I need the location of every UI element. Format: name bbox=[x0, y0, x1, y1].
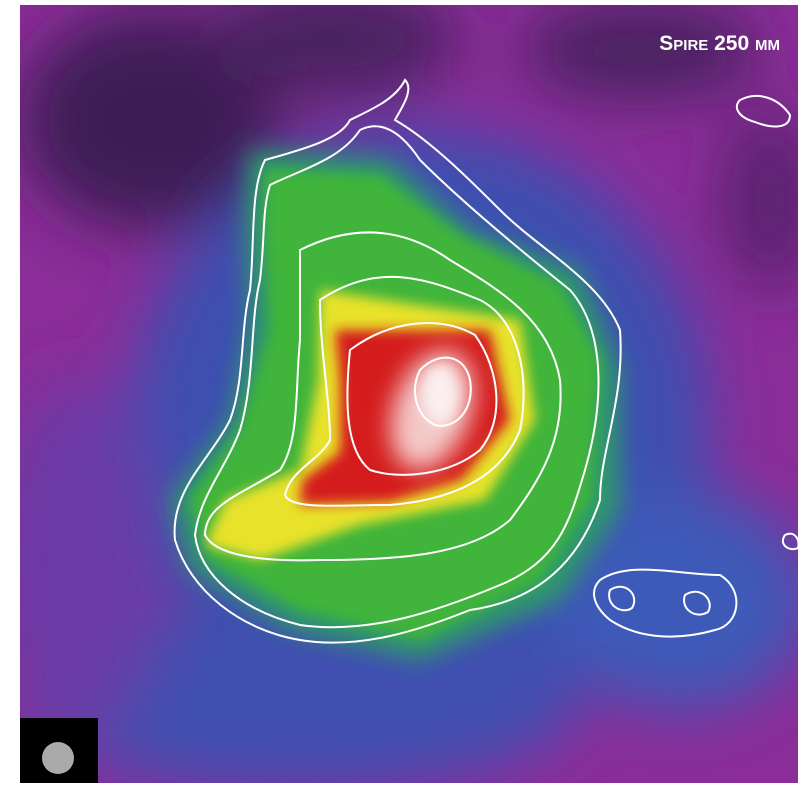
emission-map bbox=[0, 0, 798, 790]
beam bbox=[42, 742, 74, 774]
sky-image: Spire 250 µm bbox=[0, 0, 798, 798]
image-label: Spire 250 µm bbox=[659, 32, 780, 55]
page: Spire 250 µm (() => { const data = JSON.… bbox=[0, 0, 798, 798]
